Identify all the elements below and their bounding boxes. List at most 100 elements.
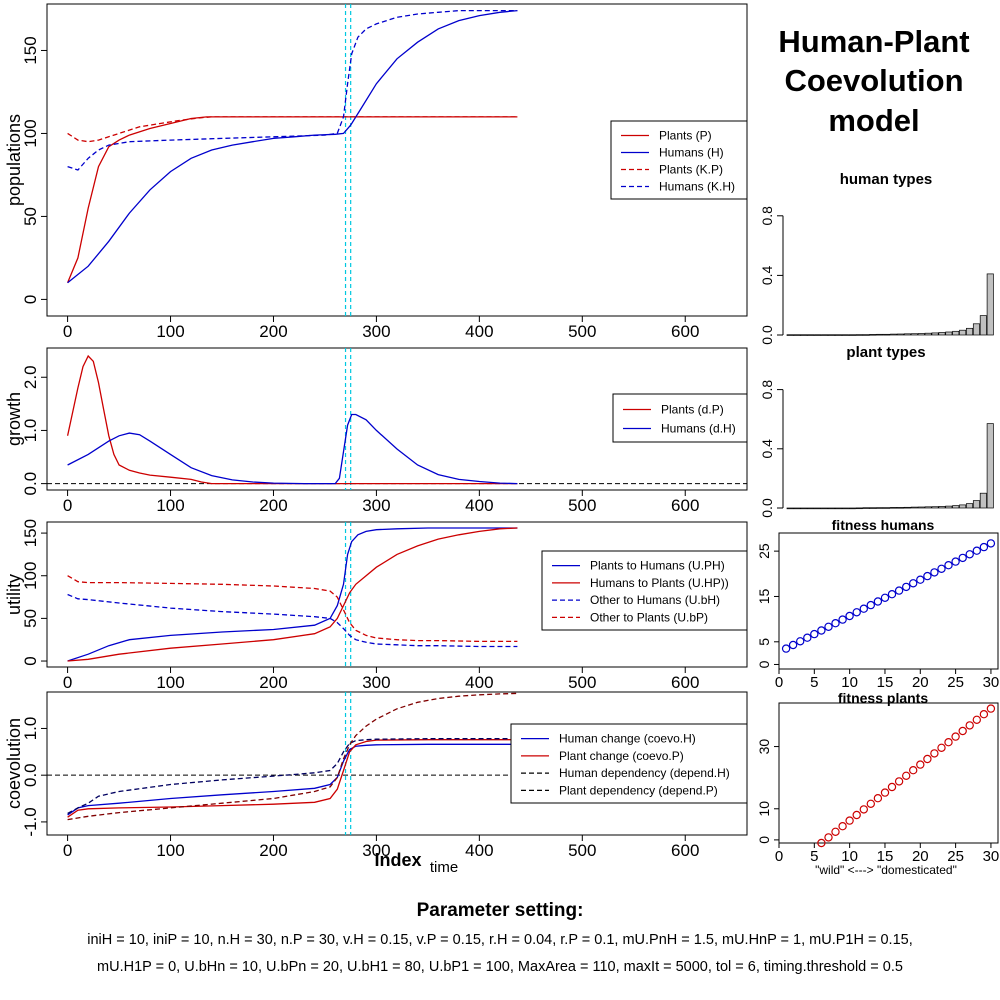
y-tick-label: 150 <box>21 36 40 64</box>
populations-panel: 0 100 200 300 400 500 600 0 50 100 150 populations P… <box>4 3 748 341</box>
series-line-2 <box>67 739 518 818</box>
x-tick-label: 0 <box>63 322 72 341</box>
bar <box>952 330 960 336</box>
scatter-point <box>810 629 819 639</box>
legend-label: Other to Humans (U.bH) <box>590 593 720 607</box>
bar <box>855 507 863 510</box>
legend: Plants (P) Humans (H) Plants (K.P) Humans (… <box>610 120 748 200</box>
y-axis-label: populations <box>4 114 24 206</box>
x-tick-label: 300 <box>362 841 390 860</box>
x-tick-label: 30 <box>983 848 1000 865</box>
bar <box>786 334 794 336</box>
bar <box>883 507 891 509</box>
bar <box>986 423 994 509</box>
y-tick-label: 0.4 <box>759 265 775 285</box>
bar <box>966 503 974 509</box>
x-axis-overlap-label: Index <box>374 850 421 870</box>
y-tick-label: 0.4 <box>759 439 775 459</box>
scatter-point <box>986 539 996 548</box>
x-tick-label: 30 <box>983 674 1000 691</box>
legend-label: Plant change (coevo.P) <box>559 749 684 763</box>
series-line-1 <box>66 354 518 485</box>
plot-frame <box>778 702 999 844</box>
scatter-point <box>817 838 826 848</box>
x-tick-label: 300 <box>362 673 390 692</box>
scatter-point <box>923 754 932 764</box>
x-tick-label: 20 <box>912 848 929 865</box>
bar <box>834 507 842 510</box>
x-tick-label: 0 <box>63 841 72 860</box>
legend: Human change (coevo.H) Plant change (coev… <box>510 723 748 804</box>
x-tick-label: 200 <box>259 322 287 341</box>
y-tick-label: 25 <box>756 543 772 559</box>
utility-panel: 0 100 200 300 400 500 600 0 50 100 150 utility Plant… <box>4 519 748 692</box>
scatter-point <box>972 546 982 555</box>
bar <box>959 329 967 336</box>
bar <box>952 505 960 509</box>
y-tick-label: 15 <box>756 588 772 604</box>
x-tick-label: 600 <box>671 673 699 692</box>
series-line-1 <box>67 527 518 662</box>
series-line-3 <box>67 738 518 815</box>
bar <box>821 334 829 336</box>
scatter-point <box>838 822 847 831</box>
bar <box>890 333 898 336</box>
legend-box <box>612 393 748 443</box>
x-tick-label: 500 <box>568 496 596 515</box>
series-line-4 <box>67 9 518 171</box>
growth-panel: 0 100 200 300 400 500 600 0.0 1.0 2.0 growth Plants… <box>4 347 748 515</box>
coevolution-panel: 0 100 200 300 400 500 600 -1.0 0.0 1.0coevolution… <box>4 691 748 876</box>
legend-label: Human dependency (depend.H) <box>559 766 730 780</box>
scatter-point <box>930 568 939 577</box>
x-tick-label: 400 <box>465 496 493 515</box>
x-tick-label: 25 <box>947 674 964 691</box>
scatter-point <box>887 782 897 792</box>
scatter-point <box>902 582 911 592</box>
scatter-point <box>902 771 911 781</box>
series-line-3 <box>67 116 518 143</box>
y-tick-label: 0.0 <box>759 325 775 345</box>
bar <box>910 506 918 509</box>
scatter-point <box>958 553 967 563</box>
scatter-point <box>923 571 932 581</box>
legend-box <box>510 723 748 804</box>
y-tick-label: 50 <box>21 207 40 226</box>
scatter-point <box>944 561 953 570</box>
scatter-point <box>824 833 833 842</box>
y-tick-label: 10 <box>756 801 772 817</box>
bar <box>848 334 856 336</box>
bar <box>793 334 801 336</box>
scatter-point <box>909 766 918 775</box>
human-types-panel: human types 0.0 0.4 0.8 <box>759 171 994 345</box>
scatter-point <box>859 805 869 814</box>
bar <box>903 333 911 336</box>
legend-label: Plants to Humans (U.PH) <box>590 559 725 573</box>
y-tick-label: 0 <box>21 295 40 304</box>
scatter-point <box>916 760 925 769</box>
x-tick-label: 25 <box>947 848 964 865</box>
x-tick-label: 400 <box>465 841 493 860</box>
bar <box>841 507 849 510</box>
x-tick-label: 400 <box>465 322 493 341</box>
bar <box>876 333 884 336</box>
bar <box>807 334 815 336</box>
y-tick-label: 150 <box>21 519 40 547</box>
series-line-4 <box>67 575 518 643</box>
bar <box>924 506 932 509</box>
bar <box>814 334 822 336</box>
scatter-point <box>873 794 883 803</box>
scatter-point <box>944 738 953 747</box>
bar <box>807 507 815 510</box>
bar <box>938 332 946 336</box>
scatter-point <box>916 575 925 584</box>
legend-label: Plants (d.P) <box>661 403 724 417</box>
bar <box>972 500 980 509</box>
y-tick-label: 100 <box>21 562 40 590</box>
y-tick-label: 0.8 <box>759 206 775 226</box>
bar <box>855 334 863 336</box>
bar <box>897 507 905 509</box>
legend-label: Plant dependency (depend.P) <box>559 783 718 797</box>
parameter-line-1: iniH = 10, iniP = 10, n.H = 30, n.P = 30… <box>87 932 913 948</box>
scatter-point <box>986 704 996 713</box>
main-title-line-3: model <box>828 103 919 138</box>
